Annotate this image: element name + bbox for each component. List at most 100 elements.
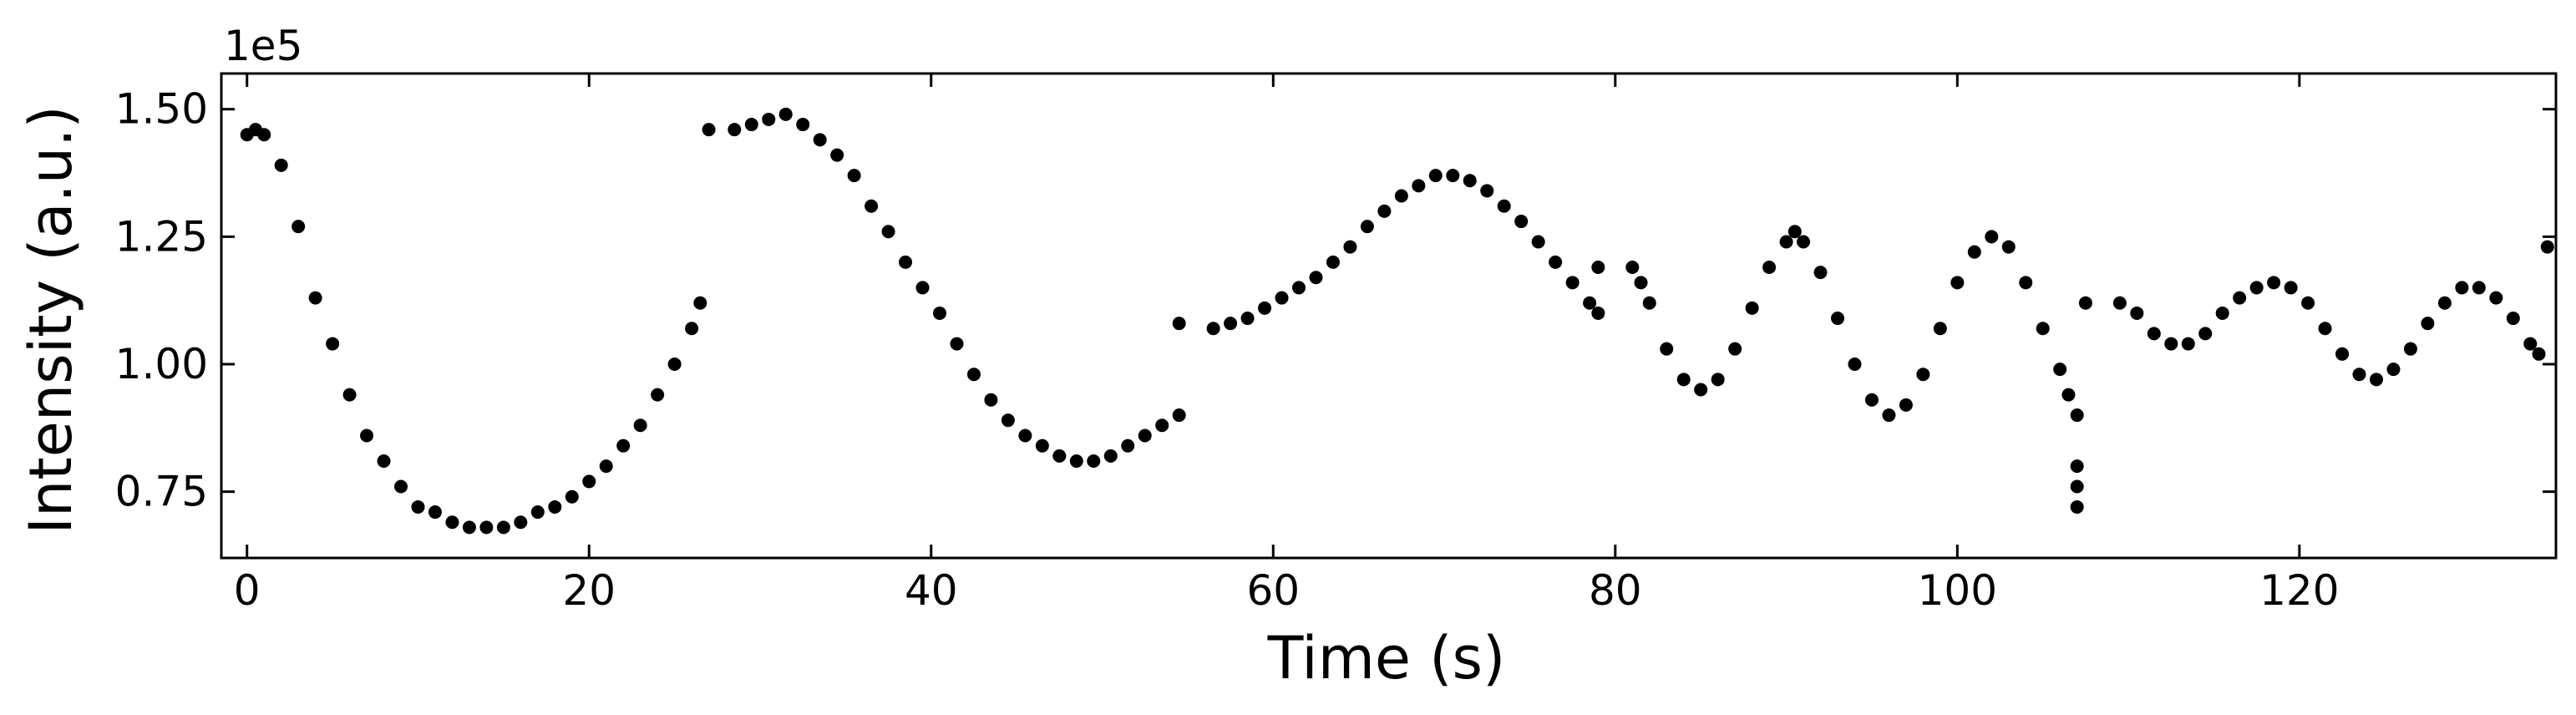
data-point bbox=[616, 439, 631, 453]
data-point bbox=[2130, 306, 2144, 320]
data-point bbox=[966, 368, 981, 382]
y-tick-label: 1.50 bbox=[115, 85, 208, 134]
data-point bbox=[847, 169, 861, 183]
data-point bbox=[1591, 261, 1605, 274]
data-point bbox=[496, 520, 510, 535]
data-point bbox=[1087, 454, 1101, 468]
data-point bbox=[1326, 255, 1340, 269]
data-point bbox=[411, 499, 425, 514]
data-point bbox=[1103, 449, 1118, 463]
data-point bbox=[1514, 215, 1529, 229]
data-point bbox=[292, 220, 306, 234]
data-point bbox=[1412, 179, 1426, 193]
data-point bbox=[1121, 439, 1135, 453]
data-point bbox=[2506, 312, 2520, 326]
data-point bbox=[1583, 296, 1597, 310]
data-point bbox=[1035, 439, 1049, 453]
data-point bbox=[2233, 291, 2247, 305]
data-point bbox=[1813, 266, 1828, 280]
data-point bbox=[2147, 327, 2161, 341]
data-point bbox=[394, 479, 408, 494]
data-point bbox=[1660, 342, 1674, 356]
data-point bbox=[693, 296, 707, 310]
data-point bbox=[1848, 358, 1862, 371]
data-point bbox=[2403, 342, 2417, 356]
x-tick-label: 80 bbox=[1589, 566, 1642, 615]
data-point bbox=[2070, 499, 2084, 514]
data-point bbox=[2489, 291, 2503, 305]
data-point bbox=[2112, 296, 2127, 310]
data-point bbox=[1916, 368, 1930, 382]
data-point bbox=[1069, 454, 1083, 468]
data-point bbox=[1745, 301, 1759, 315]
y-tick-label: 1.25 bbox=[115, 212, 208, 261]
data-point bbox=[565, 489, 579, 504]
data-point bbox=[881, 225, 895, 239]
data-point bbox=[2036, 322, 2050, 336]
data-point bbox=[2001, 240, 2016, 254]
data-point bbox=[1309, 271, 1323, 285]
data-point bbox=[274, 158, 288, 172]
data-point bbox=[2267, 276, 2281, 290]
data-point bbox=[950, 337, 964, 351]
x-tick-label: 100 bbox=[1918, 566, 1997, 615]
y-axis-title: Intensity (a.u.) bbox=[17, 105, 85, 534]
data-point bbox=[360, 428, 374, 443]
data-point bbox=[762, 112, 776, 126]
data-point bbox=[445, 515, 459, 530]
data-point bbox=[1985, 230, 1999, 244]
x-tick-label: 60 bbox=[1246, 566, 1300, 615]
data-point bbox=[1864, 393, 1879, 407]
data-point bbox=[1565, 276, 1580, 290]
data-point bbox=[1292, 281, 1306, 295]
data-point bbox=[1787, 225, 1802, 239]
data-point bbox=[1206, 322, 1220, 336]
data-point bbox=[377, 454, 391, 468]
data-point bbox=[1480, 184, 1494, 198]
data-point bbox=[744, 118, 758, 132]
data-point bbox=[1497, 199, 1511, 213]
data-point bbox=[2352, 368, 2366, 382]
data-point bbox=[685, 322, 699, 336]
data-point bbox=[599, 459, 613, 474]
data-point bbox=[1933, 322, 1947, 336]
data-point bbox=[667, 358, 682, 371]
data-point bbox=[1463, 174, 1477, 188]
x-tick-label: 20 bbox=[562, 566, 616, 615]
data-point bbox=[1967, 245, 1981, 259]
data-point bbox=[1728, 342, 1742, 356]
data-point bbox=[915, 281, 930, 295]
x-tick-label: 40 bbox=[905, 566, 958, 615]
data-point bbox=[1394, 189, 1408, 203]
y-tick-label: 1.00 bbox=[115, 340, 208, 388]
data-point bbox=[2181, 337, 2195, 351]
x-tick-label: 120 bbox=[2259, 566, 2339, 615]
data-point bbox=[582, 474, 596, 489]
data-point bbox=[1360, 220, 1374, 234]
data-point bbox=[2019, 276, 2033, 290]
data-point bbox=[2421, 317, 2435, 331]
data-point bbox=[1172, 317, 1186, 331]
data-point bbox=[514, 515, 528, 530]
data-point bbox=[2284, 281, 2298, 295]
data-point bbox=[1155, 418, 1169, 433]
data-point bbox=[1240, 312, 1255, 326]
data-point bbox=[530, 505, 545, 520]
data-point bbox=[2198, 327, 2213, 341]
data-point bbox=[308, 291, 322, 305]
data-point bbox=[2215, 306, 2229, 320]
data-point bbox=[1899, 398, 1913, 412]
data-point bbox=[1694, 383, 1708, 397]
data-point bbox=[1676, 373, 1691, 387]
data-point bbox=[1634, 276, 1648, 290]
data-point bbox=[2437, 296, 2452, 310]
data-point bbox=[1275, 291, 1289, 305]
data-point bbox=[1172, 408, 1186, 423]
data-point bbox=[462, 520, 476, 535]
data-point bbox=[1446, 169, 1460, 183]
data-point bbox=[933, 306, 946, 320]
data-point bbox=[2318, 322, 2332, 336]
data-point bbox=[2164, 337, 2178, 351]
data-point bbox=[2070, 408, 2084, 423]
y-tick-label: 0.75 bbox=[115, 468, 208, 516]
